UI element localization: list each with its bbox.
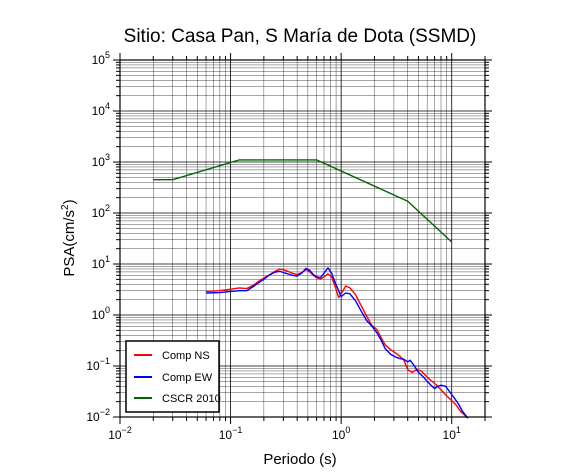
y-axis-label-close: ) [61,199,78,204]
series-line-2 [206,267,469,419]
x-tick-label: 10−1 [219,425,243,442]
legend-label: CSCR 2010 [162,393,221,405]
legend-entries: Comp NS Comp EW CSCR 2010 [134,350,221,405]
y-tick-label: 105 [92,50,110,67]
y-tick-label: 101 [92,254,110,271]
plot-series [153,159,469,419]
y-axis-label: PSA(cm/s2) [60,199,78,276]
plot-frame [119,59,486,418]
legend-label: Comp EW [162,372,213,384]
legend: Comp NS Comp EW CSCR 2010 [125,340,221,413]
y-tick-label: 104 [92,101,110,118]
y-tick-labels: 10−2 10−1 100 101 102 103 104 105 [86,50,110,424]
y-tick-label: 10−1 [86,356,110,373]
x-tick-label: 100 [332,425,350,442]
y-tick-label: 102 [92,203,110,220]
y-tick-label: 10−2 [86,407,110,424]
x-tick-label: 10−2 [108,425,132,442]
y-tick-label: 103 [92,152,110,169]
legend-label: Comp NS [162,350,210,362]
x-tick-label: 101 [443,425,461,442]
y-axis-label-superscript: 2 [60,204,71,210]
plot-grid [119,59,486,418]
x-axis-label: Periodo (s) [263,451,336,468]
axis-ticks [113,53,492,424]
chart-title: Sitio: Casa Pan, S María de Dota (SSMD) [124,26,477,47]
series-line-3 [153,159,453,243]
y-axis-label-main: PSA(cm/s [61,210,78,277]
y-tick-label: 100 [92,305,110,322]
x-tick-labels: 10−2 10−1 100 101 [108,425,461,442]
